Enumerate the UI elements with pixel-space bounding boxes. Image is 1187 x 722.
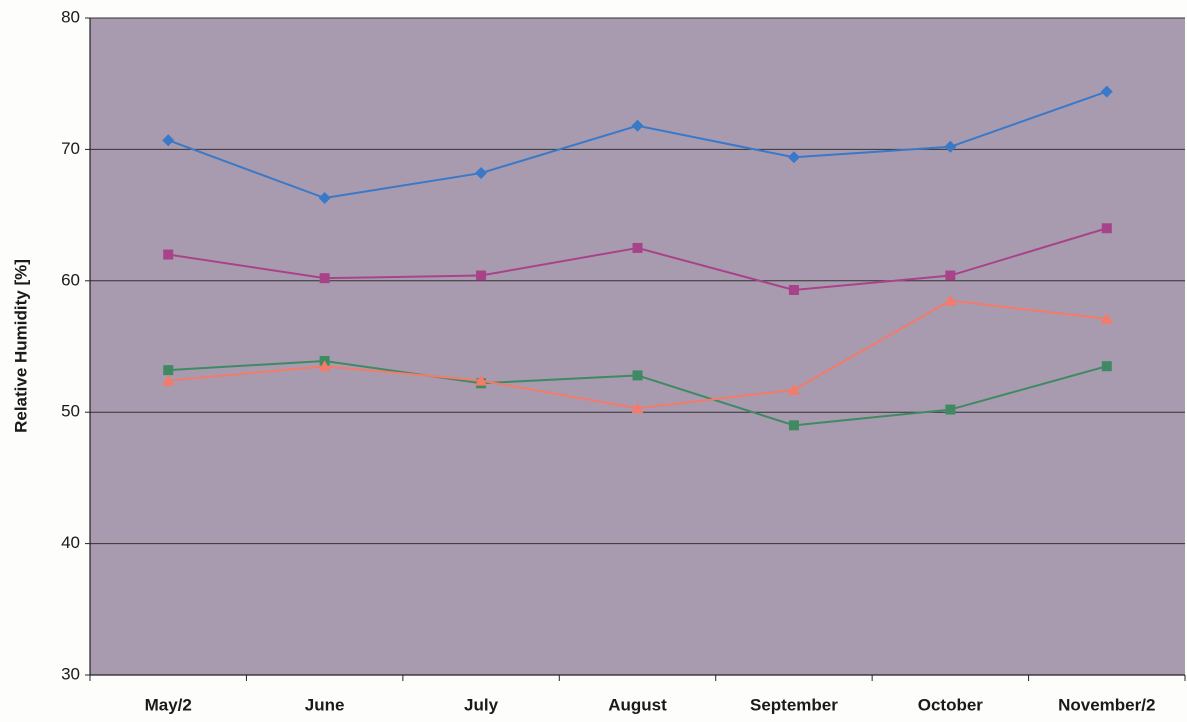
y-tick-label: 80: [61, 7, 80, 26]
marker: [945, 404, 956, 415]
marker: [788, 284, 799, 295]
x-tick-label: July: [464, 695, 499, 714]
marker: [476, 270, 487, 281]
marker: [163, 249, 174, 260]
x-tick-label: May/2: [145, 695, 192, 714]
y-tick-label: 50: [61, 402, 80, 421]
x-tick-label: October: [918, 695, 984, 714]
plot-area: [90, 18, 1185, 675]
marker: [475, 374, 488, 386]
marker: [318, 192, 331, 205]
marker: [162, 134, 175, 147]
y-tick-label: 70: [61, 139, 80, 158]
marker: [1100, 312, 1113, 324]
marker: [944, 140, 957, 153]
marker: [1100, 85, 1113, 98]
marker: [475, 167, 488, 180]
marker: [632, 242, 643, 253]
marker: [787, 383, 800, 395]
x-tick-label: June: [305, 695, 345, 714]
marker: [1101, 223, 1112, 234]
x-tick-label: August: [608, 695, 667, 714]
marker: [944, 294, 957, 306]
marker: [318, 360, 331, 372]
x-tick-label: September: [750, 695, 838, 714]
marker: [788, 420, 799, 431]
marker: [787, 151, 800, 164]
marker: [162, 374, 175, 386]
marker: [945, 270, 956, 281]
marker: [631, 402, 644, 414]
y-tick-label: 60: [61, 270, 80, 289]
x-tick-label: November/2: [1058, 695, 1155, 714]
y-axis-label: Relative Humidity [%]: [11, 259, 30, 433]
marker: [163, 365, 174, 376]
marker: [631, 119, 644, 132]
marker: [1101, 361, 1112, 372]
marker: [632, 370, 643, 381]
y-tick-label: 40: [61, 533, 80, 552]
y-tick-label: 30: [61, 664, 80, 683]
marker: [319, 273, 330, 284]
